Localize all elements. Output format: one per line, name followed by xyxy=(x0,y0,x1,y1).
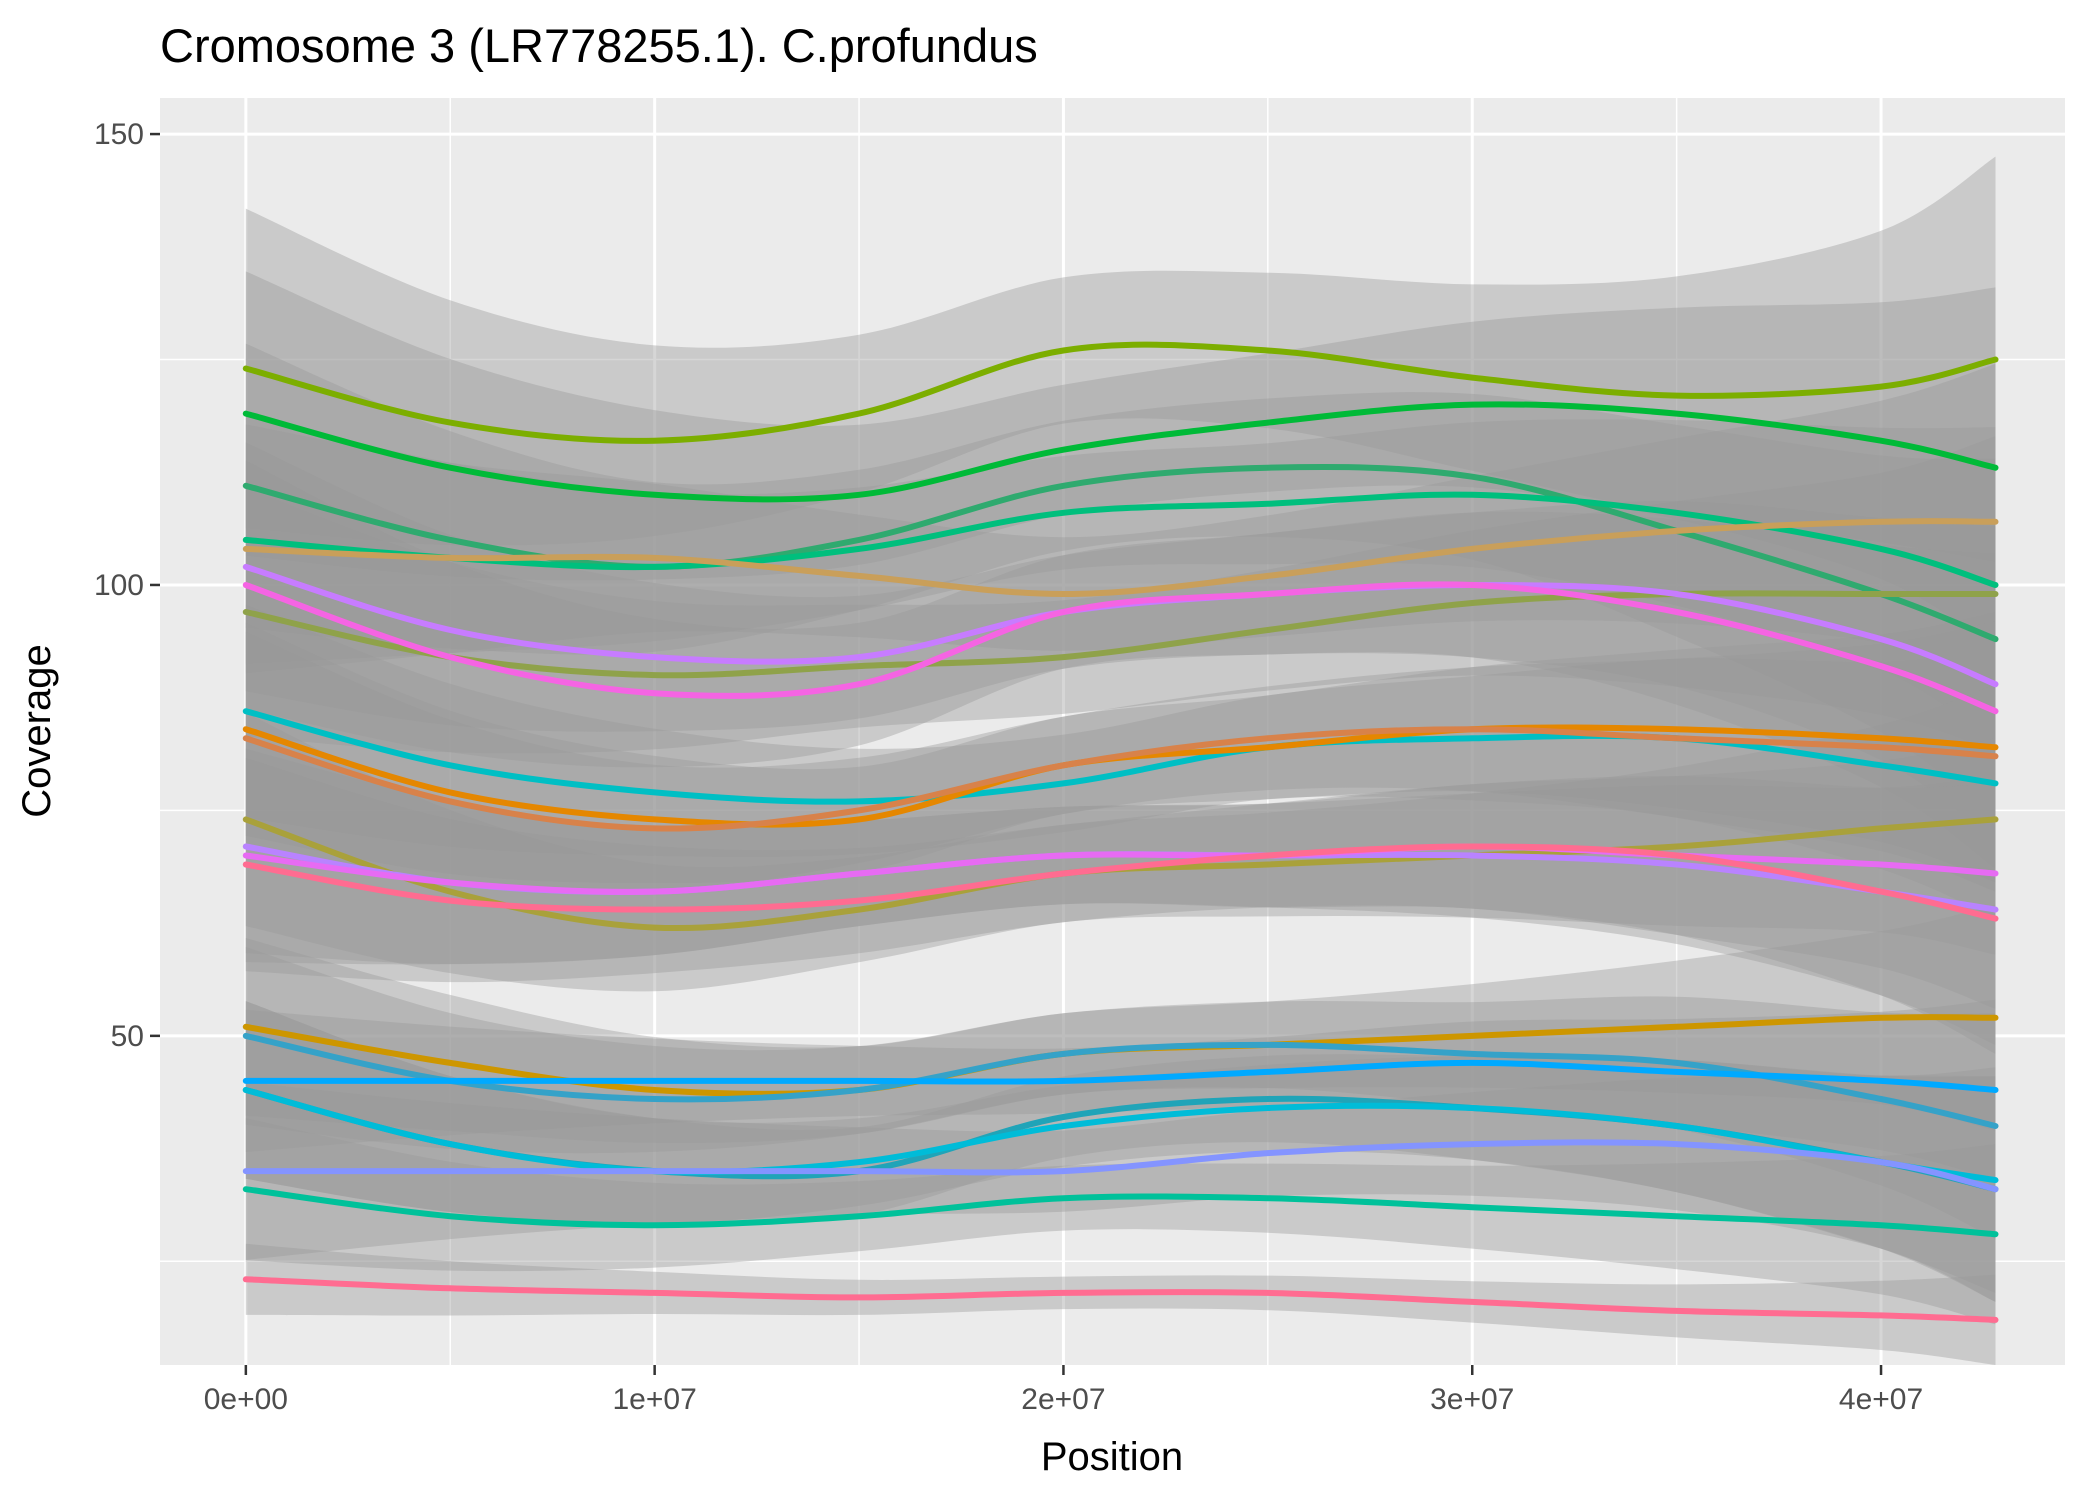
confidence-band xyxy=(245,1001,1996,1302)
series-line xyxy=(242,491,1999,588)
chart-title: Cromosome 3 (LR778255.1). C.profundus xyxy=(160,19,1038,72)
series-line xyxy=(242,726,1999,832)
confidence-band xyxy=(245,1118,1996,1325)
confidence-band xyxy=(245,757,1996,1054)
confidence-band xyxy=(245,947,1996,1239)
series-line xyxy=(242,581,1999,715)
y-tick-label: 50 xyxy=(111,1020,144,1053)
confidence-band xyxy=(245,343,1996,820)
series-line xyxy=(242,1186,1999,1238)
series-line xyxy=(242,1276,1999,1323)
y-tick-label: 150 xyxy=(94,118,144,151)
y-axis-title: Coverage xyxy=(15,644,59,817)
series-line xyxy=(242,843,1999,895)
y-tick-label: 100 xyxy=(94,569,144,602)
series-line xyxy=(242,341,1999,444)
series-lines xyxy=(242,341,1999,1323)
minor-gridlines xyxy=(160,98,2065,1365)
series-line xyxy=(242,1087,1999,1184)
x-axis-title: Position xyxy=(1041,1435,1183,1479)
series-line xyxy=(242,1139,1999,1193)
x-tick-label: 3e+07 xyxy=(1430,1383,1514,1416)
confidence-band xyxy=(245,604,1996,919)
series-line xyxy=(242,708,1999,805)
series-line xyxy=(242,590,1999,679)
confidence-band xyxy=(245,1243,1996,1365)
series-line xyxy=(242,518,1999,598)
series-line xyxy=(242,843,1999,922)
confidence-band xyxy=(245,460,1996,869)
x-axis-ticks: 0e+00 1e+07 2e+07 3e+07 4e+07 xyxy=(204,1365,1923,1416)
series-line xyxy=(242,1032,1999,1129)
x-tick-label: 1e+07 xyxy=(613,1383,697,1416)
confidence-band xyxy=(245,999,1996,1181)
y-axis-ticks: 50 100 150 xyxy=(94,118,160,1053)
x-tick-label: 4e+07 xyxy=(1839,1383,1923,1416)
confidence-band xyxy=(245,1075,1996,1302)
confidence-band xyxy=(245,156,1996,563)
confidence-band xyxy=(245,1001,1996,1293)
confidence-band xyxy=(245,684,1996,992)
confidence-band xyxy=(245,612,1996,884)
confidence-bands xyxy=(245,156,1996,1365)
confidence-band xyxy=(245,739,1996,1045)
confidence-band xyxy=(245,364,1996,680)
x-tick-label: 0e+00 xyxy=(204,1383,288,1416)
series-line xyxy=(242,401,1999,503)
confidence-band xyxy=(245,271,1996,649)
x-tick-label: 2e+07 xyxy=(1021,1383,1105,1416)
series-line xyxy=(242,1059,1999,1093)
confidence-band xyxy=(245,738,1996,1009)
